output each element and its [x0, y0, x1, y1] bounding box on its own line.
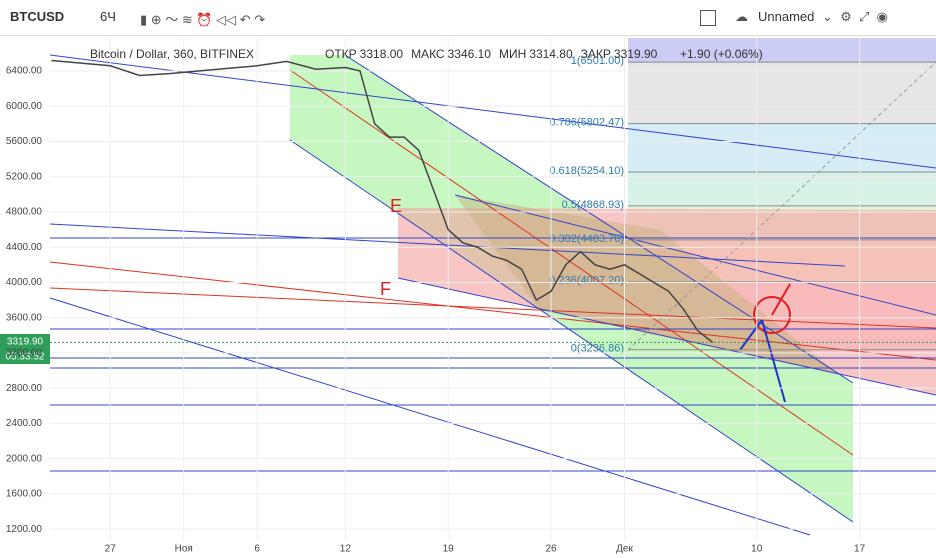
tool-icons[interactable]: ▮ ⊕ 〜 ≋ ⏰ ◁◁ ↶ ↷: [140, 12, 266, 27]
y-tick-label: 1200.00: [6, 524, 43, 535]
fib-label: 0.382(4483.76): [549, 233, 624, 245]
x-tick-label: 19: [443, 544, 455, 555]
last-price: 3319.90: [7, 337, 44, 348]
y-tick-label: 4000.00: [6, 277, 43, 288]
x-tick-label: 17: [854, 544, 866, 555]
x-tick-label: Дек: [616, 544, 633, 555]
cloud-icon: ☁: [735, 9, 748, 24]
icons[interactable]: ⌄ ⚙ ⤢ ◉: [822, 9, 888, 24]
x-tick-label: 26: [545, 544, 557, 555]
x-tick-label: 12: [340, 544, 352, 555]
fib-band: [628, 62, 936, 124]
symbol[interactable]: BTCUSD: [10, 9, 65, 24]
trend-line: [49, 297, 811, 536]
y-tick-label: 6400.00: [6, 66, 43, 77]
arrow: [739, 319, 763, 351]
ohlc-value: 3319.90: [614, 47, 658, 61]
price-line: [51, 59, 714, 343]
circle: [753, 296, 791, 334]
y-tick-label: 3200.00: [6, 348, 43, 359]
trend-line: [49, 261, 936, 361]
y-tick-label: 3600.00: [6, 312, 43, 323]
fib-label: 0(3236.86): [571, 343, 624, 355]
y-tick-label: 2000.00: [6, 453, 43, 464]
fib-label: 0.786(5802.47): [549, 117, 624, 129]
fib-band: [628, 38, 936, 62]
trend-line: [289, 69, 854, 456]
fib-label: 0.5(4868.93): [562, 199, 624, 211]
fib-label: 1(6501.00): [571, 55, 624, 67]
fib-label: 0.618(5254.10): [549, 165, 624, 177]
y-tick-label: 4800.00: [6, 207, 43, 218]
ohlc-label: МАКС: [411, 47, 445, 61]
annotation: E: [390, 196, 402, 216]
annotation: F: [380, 279, 391, 299]
y-tick-label: 1600.00: [6, 489, 43, 500]
trend-line: [397, 277, 936, 396]
x-tick-label: 27: [105, 544, 117, 555]
x-axis: [0, 540, 936, 558]
y-tick-label: 5200.00: [6, 171, 43, 182]
y-tick-label: 6000.00: [6, 101, 43, 112]
trend-line: [454, 194, 936, 316]
ohlc-value: 3346.10: [448, 47, 492, 61]
ohlc-label: ЗАКР: [581, 47, 611, 61]
ohlc-label: МИН: [499, 47, 526, 61]
drawings: 1(6501.00) 0.786(5802.47) 0.618(5254.10) 0.…: [49, 38, 936, 536]
toolbar: BTCUSD 6Ч ▮ ⊕ 〜 ≋ ⏰ ◁◁ ↶ ↷ ☁ Unnamed ⌄ ⚙…: [0, 0, 936, 36]
legend-title: Bitcoin / Dollar, 360, BITFINEX: [90, 47, 254, 61]
x-tick-label: 10: [751, 544, 763, 555]
price-tag: [0, 334, 50, 364]
fib-band: [628, 172, 936, 206]
ohlc-value: 3314.80: [529, 47, 573, 61]
y-axis: [0, 36, 50, 558]
layout-name[interactable]: Unnamed: [758, 9, 815, 24]
change: +1.90 (+0.06%): [680, 47, 763, 61]
fib-label: 0.236(4007.20): [549, 275, 624, 287]
ohlc-value: 3318.00: [360, 47, 404, 61]
interval[interactable]: 6Ч: [100, 9, 116, 24]
x-tick-label: Ноя: [175, 544, 193, 555]
x-tick-label: 6: [254, 544, 260, 555]
trend-line: [49, 54, 936, 169]
ohlc-label: ОТКР: [325, 47, 357, 61]
y-tick-label: 5600.00: [6, 136, 43, 147]
y-tick-label: 2800.00: [6, 383, 43, 394]
y-tick-label: 4400.00: [6, 242, 43, 253]
trend-line: [344, 54, 854, 384]
checkbox[interactable]: [700, 10, 716, 26]
y-tick-label: 2400.00: [6, 418, 43, 429]
countdown: 05:33:52: [6, 352, 45, 363]
arrow: [771, 283, 791, 316]
